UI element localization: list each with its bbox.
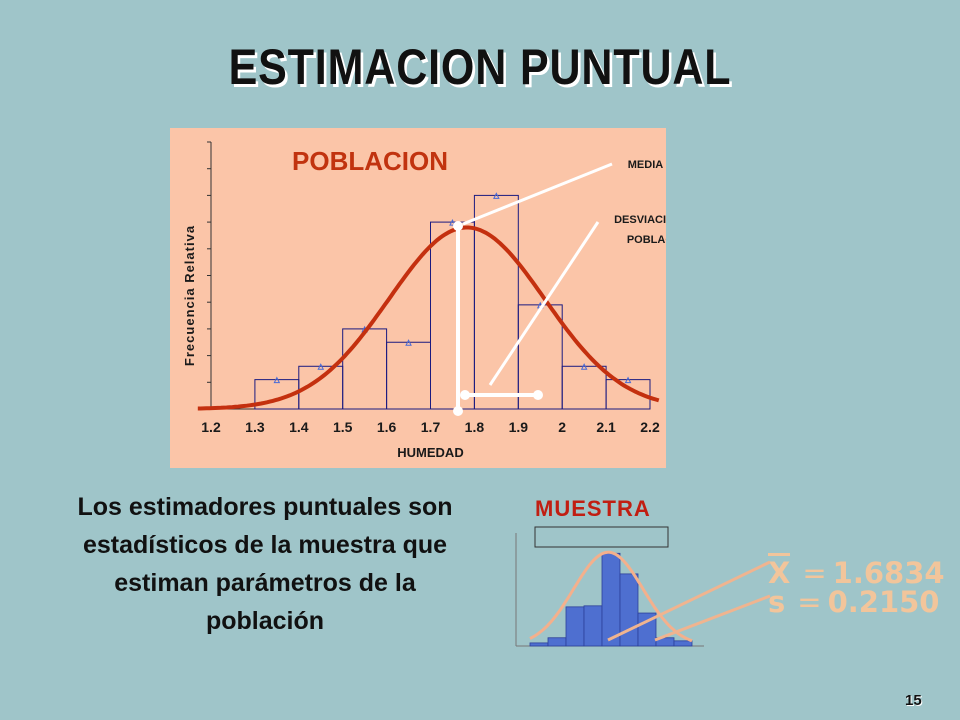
bar-marker [624, 376, 632, 384]
sample-bar [529, 642, 549, 647]
x-tick-label: 2 [558, 419, 566, 435]
x-tick-label: 1.8 [465, 419, 485, 435]
bar-marker [317, 363, 325, 370]
annotation-box [609, 153, 666, 173]
sample-bar [601, 552, 621, 647]
bar-marker [273, 376, 281, 384]
sd-annotation-line2: POBLACION: 0.1772 [627, 234, 666, 246]
equals-sign: = [802, 556, 827, 590]
sample-bar [547, 637, 567, 647]
bar-marker [405, 339, 412, 346]
sample-sd-stat: s = 0.2150 [768, 585, 940, 619]
x-tick-label: 1.4 [289, 419, 309, 435]
sample-title: MUESTRA [535, 496, 651, 521]
chart-background [170, 128, 666, 468]
x-tick-label: 1.2 [201, 419, 221, 435]
chart-title: POBLACION [292, 146, 448, 176]
x-tick-label: 2.2 [640, 419, 660, 435]
sample-mean-symbol: X [768, 553, 791, 590]
sample-label-box [534, 526, 669, 548]
page-number: 15 [905, 692, 922, 709]
sd-annotation-line1: DESVIACION ESTANDAR [614, 214, 666, 226]
x-tick-label: 1.9 [509, 419, 529, 435]
sample-sd-symbol: s [768, 585, 786, 619]
x-tick-label: 1.5 [333, 419, 353, 435]
explanation-text: Los estimadores puntuales son estadístic… [77, 493, 453, 635]
x-tick-label: 1.7 [421, 419, 441, 435]
sample-bar [637, 612, 657, 647]
mean-annotation: MEDIA POBLACION: 1.7827 [628, 159, 666, 171]
equals-sign: = [797, 585, 822, 619]
x-tick-label: 1.3 [245, 419, 265, 435]
sample-sd-value: 0.2150 [827, 585, 940, 619]
x-tick-label: 2.1 [596, 419, 616, 435]
x-tick-label: 1.6 [377, 419, 397, 435]
sample-bar [619, 573, 639, 647]
sample-bar [673, 640, 693, 647]
sample-mean-stat: X = 1.6834 [768, 553, 945, 590]
sample-bar [565, 606, 585, 647]
sample-bar [655, 637, 675, 647]
x-axis-label: HUMEDAD [397, 445, 463, 460]
slide-title: ESTIMACION PUNTUAL [228, 39, 732, 95]
population-chart: 1.2 1.3 1.4 1.5 1.6 1.7 1.8 1.9 2 2.1 2.2 HUMEDAD Fr… [170, 128, 666, 468]
histogram-bar [605, 379, 651, 410]
y-axis-label: Frecuencia Relativa [182, 225, 197, 366]
sample-mean-value: 1.6834 [832, 556, 945, 590]
sample-chart [515, 526, 704, 647]
sample-bar [583, 605, 603, 647]
